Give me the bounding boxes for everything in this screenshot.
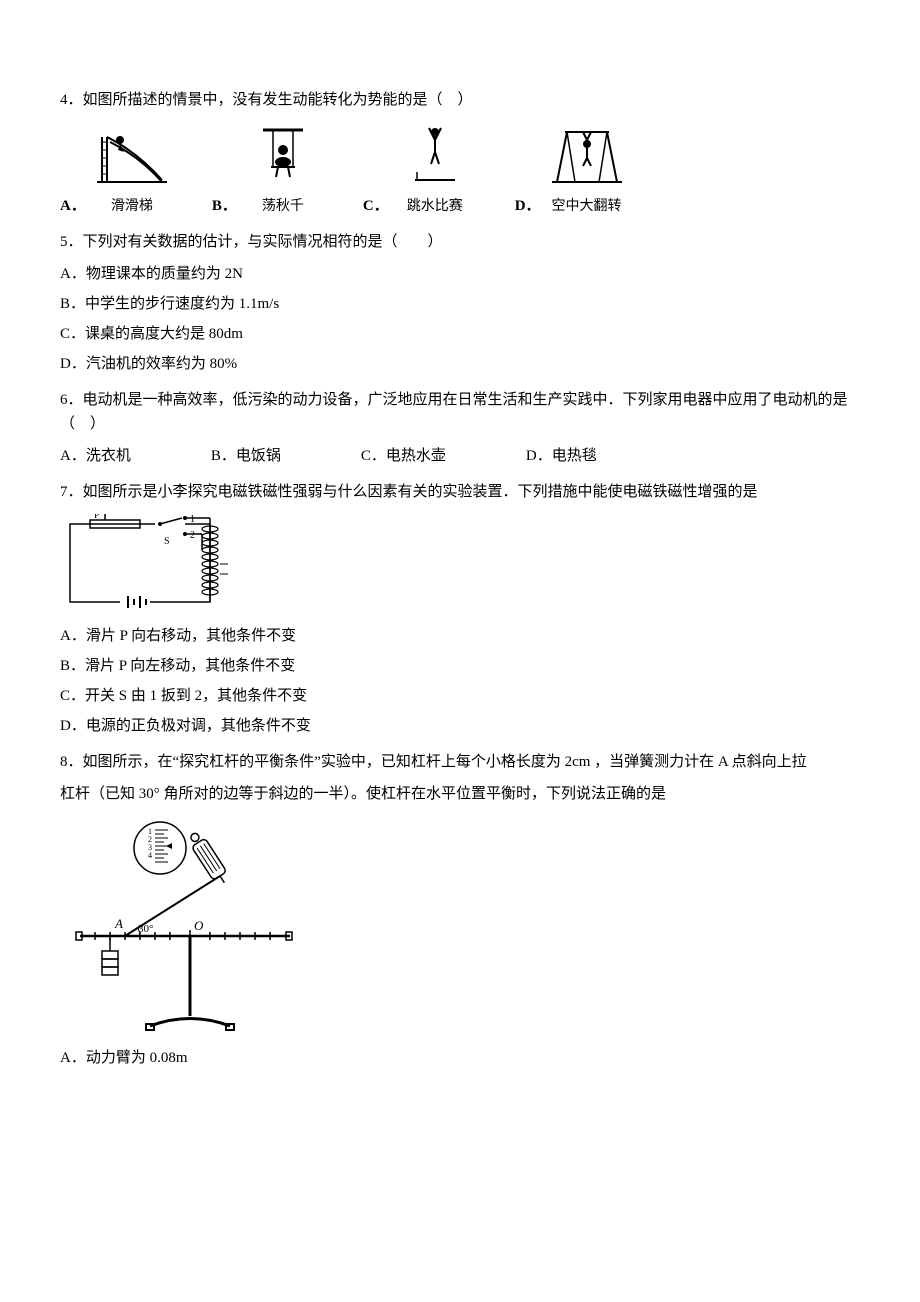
q7-opt-c: C．开关 S 由 1 扳到 2，其他条件不变 <box>60 684 860 708</box>
label-S: S <box>164 536 170 547</box>
svg-text:30°: 30° <box>138 923 153 935</box>
q4-opt-b: 荡秋千 <box>243 122 323 218</box>
q5-opt-a: A．物理课本的质量约为 2N <box>60 262 860 286</box>
label-P: P <box>94 514 100 521</box>
q4-opt-d-caption: 空中大翻转 <box>552 196 622 218</box>
question-7: 7．如图所示是小李探究电磁铁磁性强弱与什么因素有关的实验装置．下列措施中能使电磁… <box>60 480 860 738</box>
q5-opt-c: C．课桌的高度大约是 80dm <box>60 322 860 346</box>
q5-text: 5．下列对有关数据的估计，与实际情况相符的是（ ） <box>60 230 860 254</box>
q8-opt-a: A．动力臂为 0.08m <box>60 1046 860 1070</box>
question-8: 8．如图所示，在“探究杠杆的平衡条件”实验中，已知杠杆上每个小格长度为 2cm … <box>60 750 860 1070</box>
q8-text2: 杠杆（已知 30° 角所对的边等于斜边的一半）。使杠杆在水平位置平衡时，下列说法… <box>60 782 860 806</box>
svg-text:A: A <box>114 916 123 931</box>
swing-icon <box>243 122 323 192</box>
acrobat-icon <box>547 122 627 192</box>
q6-opt-b: B．电饭锅 <box>211 444 281 468</box>
q4-opt-d-label: D． <box>515 194 541 218</box>
q4-opt-d: 空中大翻转 <box>547 122 627 218</box>
q4-options: A． <box>60 122 860 218</box>
q6-options: A．洗衣机 B．电饭锅 C．电热水壶 D．电热毯 <box>60 444 860 468</box>
q4-opt-a-label: A． <box>60 194 86 218</box>
question-4: 4．如图所描述的情景中，没有发生动能转化为势能的是（ ） A． <box>60 88 860 218</box>
q4-opt-c-label: C． <box>363 194 389 218</box>
q6-text: 6．电动机是一种高效率，低污染的动力设备，广泛地应用在日常生活和生产实践中．下列… <box>60 388 860 436</box>
diving-icon <box>395 122 475 192</box>
q6-opt-d: D．电热毯 <box>526 444 597 468</box>
q6-opt-a: A．洗衣机 <box>60 444 131 468</box>
q5-opt-b: B．中学生的步行速度约为 1.1m/s <box>60 292 860 316</box>
q7-text: 7．如图所示是小李探究电磁铁磁性强弱与什么因素有关的实验装置．下列措施中能使电磁… <box>60 480 860 504</box>
q6-opt-c: C．电热水壶 <box>361 444 446 468</box>
q7-opt-a: A．滑片 P 向右移动，其他条件不变 <box>60 624 860 648</box>
q8-text1: 8．如图所示，在“探究杠杆的平衡条件”实验中，已知杠杆上每个小格长度为 2cm … <box>60 750 860 774</box>
lever-diagram: A O 30° 1 2 3 4 <box>60 816 860 1036</box>
circuit-diagram: P 1 2 S <box>60 514 860 614</box>
question-5: 5．下列对有关数据的估计，与实际情况相符的是（ ） A．物理课本的质量约为 2N… <box>60 230 860 376</box>
q4-text: 4．如图所描述的情景中，没有发生动能转化为势能的是（ ） <box>60 88 860 112</box>
svg-text:4: 4 <box>148 851 152 860</box>
q4-opt-b-caption: 荡秋千 <box>262 196 304 218</box>
q7-opt-b: B．滑片 P 向左移动，其他条件不变 <box>60 654 860 678</box>
question-6: 6．电动机是一种高效率，低污染的动力设备，广泛地应用在日常生活和生产实践中．下列… <box>60 388 860 468</box>
q4-opt-c-caption: 跳水比赛 <box>407 196 463 218</box>
q5-opt-d: D．汽油机的效率约为 80% <box>60 352 860 376</box>
svg-text:O: O <box>194 918 204 933</box>
slide-icon <box>92 122 172 192</box>
q4-opt-b-label: B． <box>212 194 237 218</box>
q7-opt-d: D．电源的正负极对调，其他条件不变 <box>60 714 860 738</box>
q4-opt-a: 滑滑梯 <box>92 122 172 218</box>
label-2: 2 <box>190 530 195 541</box>
q4-opt-a-caption: 滑滑梯 <box>111 196 153 218</box>
label-1: 1 <box>190 514 195 525</box>
q4-opt-c: 跳水比赛 <box>395 122 475 218</box>
